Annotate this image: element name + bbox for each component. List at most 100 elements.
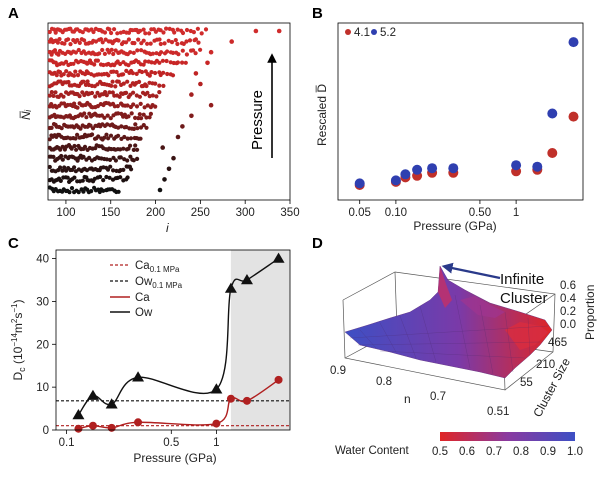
marker-ow-2 <box>105 398 118 409</box>
point-row9-21 <box>89 90 95 96</box>
point-row11-4 <box>54 73 59 78</box>
d-ztick-0-2: 0.2 <box>560 306 576 318</box>
point-row2-6 <box>60 168 65 173</box>
point-row1-13 <box>72 175 77 180</box>
panel-b-frame <box>337 22 584 201</box>
point-row10-41 <box>137 79 142 84</box>
point-row6-20 <box>88 123 93 128</box>
point-row15-31 <box>112 27 117 32</box>
point-row9-37 <box>124 90 129 95</box>
point-row13-59 <box>193 51 198 56</box>
panel-label-b: B <box>312 5 323 22</box>
point-row13-3 <box>52 48 58 53</box>
point-row14-48 <box>158 41 163 47</box>
point-row7-18 <box>84 115 89 120</box>
point-row9-47 <box>150 93 155 98</box>
point-row10-37 <box>128 83 133 88</box>
d-ytick-55: 55 <box>520 377 533 389</box>
point-row15-29 <box>107 27 112 32</box>
legend-label-5-2: 5.2 <box>380 27 396 39</box>
outlier-row9-0 <box>189 92 194 97</box>
b-xtick-label-1: 0.10 <box>385 207 407 219</box>
point-row12-50 <box>164 58 169 64</box>
point-row13-38 <box>131 50 136 56</box>
point-row4-39 <box>128 143 133 148</box>
legend-label-4-1: 4.1 <box>354 27 370 39</box>
point-row4-40 <box>131 147 136 152</box>
point-row15-51 <box>161 30 166 35</box>
point-row1-16 <box>80 178 85 183</box>
point-row11-44 <box>147 73 152 78</box>
panel-a-frame <box>47 22 291 201</box>
point-row13-39 <box>135 48 140 53</box>
point-row1-6 <box>58 178 63 183</box>
point-row12-21 <box>92 62 97 67</box>
cbar-tick-4: 0.9 <box>540 446 556 458</box>
point-row6-15 <box>78 126 83 131</box>
point-row4-13 <box>72 143 77 149</box>
point-row11-13 <box>71 73 77 78</box>
panel-b-ylabel: Rescaled D̅ <box>315 84 329 146</box>
point-row6-42 <box>138 125 144 130</box>
point-row9-7 <box>61 94 66 99</box>
point-row5-25 <box>96 134 101 139</box>
point-row11-35 <box>124 68 129 73</box>
point-row8-12 <box>72 101 77 106</box>
a-xtick-label-200: 200 <box>146 207 165 219</box>
point-row5-30 <box>106 136 111 141</box>
panel-c-legend: Ca0.1 MPa Ow0.1 MPa Ca Ow <box>110 260 183 319</box>
point-row14-57 <box>187 38 193 43</box>
point-row5-42 <box>138 136 143 141</box>
point-row11-41 <box>139 69 145 75</box>
point-row12-33 <box>118 61 123 67</box>
point-row13-56 <box>184 52 189 57</box>
d-xtick-0-51: 0.51 <box>487 406 509 418</box>
point-row11-28 <box>106 73 111 78</box>
point-row0-20 <box>89 189 94 194</box>
point-row13-13 <box>73 50 78 55</box>
point-row14-55 <box>181 41 186 47</box>
point-row1-26 <box>101 178 106 183</box>
point-row15-64 <box>203 27 209 32</box>
water-content-colorbar <box>440 432 575 441</box>
point-row14-51 <box>169 40 175 45</box>
point-4-1-8 <box>547 148 558 158</box>
panel-a-ylabel: N̅ᵢ <box>19 109 33 120</box>
point-row6-44 <box>144 125 149 130</box>
point-row5-36 <box>122 134 127 140</box>
point-row15-22 <box>91 29 96 35</box>
point-row7-37 <box>129 111 134 116</box>
point-row10-30 <box>110 79 115 84</box>
point-row12-8 <box>64 59 69 64</box>
legend-ca-label: Ca <box>135 292 150 304</box>
point-row11-49 <box>161 70 166 75</box>
point-row0-26 <box>101 188 106 193</box>
a-xtick-label-350: 350 <box>280 207 299 219</box>
point-row15-32 <box>115 31 120 36</box>
point-row14-36 <box>124 40 129 45</box>
cbar-tick-0: 0.5 <box>432 446 448 458</box>
point-row14-59 <box>193 37 198 42</box>
point-row12-55 <box>180 60 185 65</box>
point-row14-10 <box>66 37 71 42</box>
point-row3-30 <box>113 158 118 163</box>
point-row2-0 <box>47 164 52 170</box>
point-row4-41 <box>133 143 138 148</box>
outlier-row7-0 <box>189 113 194 119</box>
point-row15-44 <box>143 31 148 36</box>
point-row2-38 <box>129 167 134 172</box>
point-row8-37 <box>125 103 130 108</box>
point-row15-63 <box>199 31 204 36</box>
point-row6-43 <box>141 123 146 128</box>
outlier-row6-0 <box>180 124 185 129</box>
point-row14-5 <box>55 40 61 45</box>
point-row13-48 <box>159 50 164 55</box>
panel-c-xlabel: Pressure (GPa) <box>133 451 216 465</box>
high-pressure-shading <box>230 250 290 430</box>
point-row11-34 <box>121 72 126 77</box>
outlier-row8-0 <box>208 102 214 108</box>
panel-c-frame <box>55 249 291 431</box>
point-row15-17 <box>80 30 85 35</box>
point-row3-32 <box>118 155 123 160</box>
point-row13-40 <box>139 48 144 53</box>
